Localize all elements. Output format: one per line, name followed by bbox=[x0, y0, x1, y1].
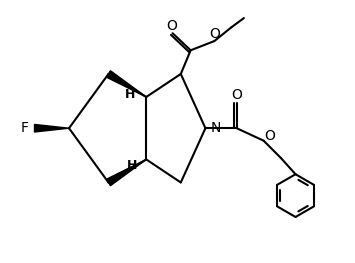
Text: N: N bbox=[211, 121, 222, 135]
Polygon shape bbox=[34, 124, 69, 132]
Text: O: O bbox=[231, 88, 242, 102]
Text: O: O bbox=[264, 129, 275, 143]
Text: O: O bbox=[209, 27, 220, 41]
Text: H: H bbox=[127, 159, 137, 172]
Text: F: F bbox=[21, 121, 29, 135]
Polygon shape bbox=[106, 159, 146, 186]
Polygon shape bbox=[106, 71, 146, 97]
Text: methyl: methyl bbox=[241, 23, 246, 25]
Text: O: O bbox=[166, 19, 178, 33]
Text: H: H bbox=[125, 88, 136, 101]
